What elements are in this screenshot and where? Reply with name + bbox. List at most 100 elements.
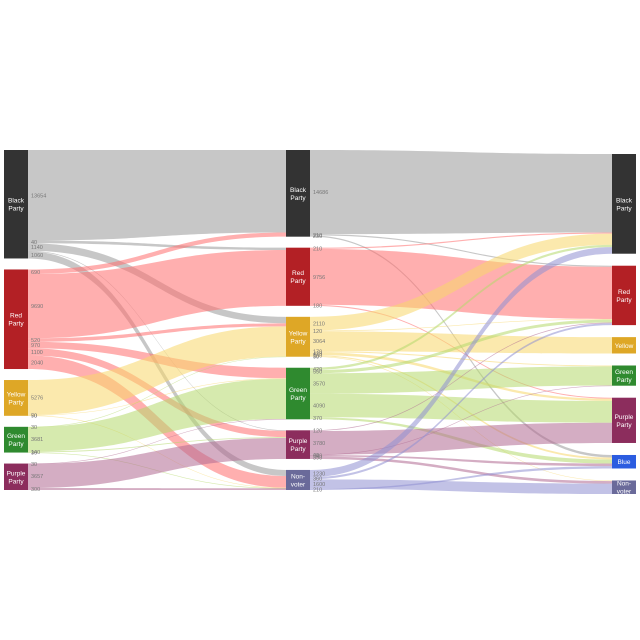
flow-B_green-to-C_purple <box>310 393 612 423</box>
node-label: Green <box>615 369 633 376</box>
node-rect[interactable] <box>4 269 28 370</box>
node-rect[interactable] <box>4 426 28 453</box>
node-label: Black <box>616 197 633 204</box>
node-label: Party <box>8 206 24 213</box>
node-rect[interactable] <box>286 150 310 237</box>
node-label: Party <box>290 395 306 402</box>
flow-A_purple-to-B_nonvoter <box>28 488 286 490</box>
flow-B_red-to-C_black <box>310 232 612 249</box>
flow-label: 520 <box>31 338 40 344</box>
flow-label: 550 <box>313 370 322 376</box>
flow-label: 3657 <box>31 474 43 480</box>
node-label: Party <box>616 297 632 304</box>
node-rect[interactable] <box>612 397 636 443</box>
node-C_blue[interactable]: Blue <box>612 454 636 469</box>
node-C_yellow[interactable]: Yellow <box>612 337 636 354</box>
node-B_nonvoter[interactable]: Non-voter <box>286 469 310 490</box>
node-label: Black <box>290 187 307 194</box>
flow-label: 4090 <box>313 403 325 409</box>
flow-label: 70 <box>31 414 37 420</box>
flow-labels-layer: 1365440114010606909690520970110020405276… <box>31 190 328 493</box>
flow-label: 420 <box>313 352 322 358</box>
flow-A_red-to-B_black <box>28 232 286 275</box>
node-label: Purple <box>7 470 26 477</box>
flow-label: 120 <box>313 329 322 335</box>
node-rect[interactable] <box>4 380 28 416</box>
node-label: Yellow <box>615 343 634 350</box>
node-rect[interactable] <box>286 469 310 490</box>
flow-label: 40 <box>313 453 319 459</box>
node-rect[interactable] <box>4 150 28 259</box>
node-rect[interactable] <box>612 365 636 386</box>
node-rect[interactable] <box>612 265 636 326</box>
node-C_nonvoter[interactable]: Non-voter <box>612 480 636 496</box>
flow-B_purple-to-C_nonvoter <box>310 456 612 484</box>
flow-label: 1140 <box>31 245 43 251</box>
flow-label: 14686 <box>313 190 328 196</box>
node-label: Red <box>292 270 304 277</box>
node-rect[interactable] <box>612 454 636 469</box>
flow-B_black-to-C_red <box>310 234 612 267</box>
node-label: Blue <box>617 459 630 466</box>
node-rect[interactable] <box>286 316 310 357</box>
node-label: Yellow <box>7 391 26 398</box>
node-label: Party <box>290 195 306 202</box>
node-label: Party <box>616 377 632 384</box>
flow-label: 30 <box>31 451 37 457</box>
flow-label: 3570 <box>313 382 325 388</box>
node-rect[interactable] <box>612 480 636 494</box>
node-label: Party <box>616 422 632 429</box>
flow-B_nonvoter-to-C_blue <box>310 466 612 490</box>
node-rect[interactable] <box>286 430 310 459</box>
node-label: Party <box>616 205 632 212</box>
flow-B_nonvoter-to-C_black <box>310 247 612 478</box>
flow-B_green-to-C_green <box>310 366 612 394</box>
flow-label: 3064 <box>313 339 325 345</box>
node-label: Party <box>8 478 24 485</box>
node-rect[interactable] <box>286 247 310 306</box>
node-label: Party <box>290 338 306 345</box>
node-rect[interactable] <box>4 463 28 490</box>
flow-label: 360 <box>313 476 322 482</box>
flow-label: 420 <box>313 367 322 373</box>
flow-label: 3780 <box>313 441 325 447</box>
flow-label: 5276 <box>31 396 43 402</box>
node-label: Party <box>8 441 24 448</box>
flow-A_black-to-B_black <box>28 150 286 241</box>
flow-label: 50 <box>31 413 37 419</box>
flow-A_yellow-to-B_yellow <box>28 326 286 416</box>
flow-A_green-to-B_purple <box>28 437 286 453</box>
flow-label: 2110 <box>313 322 325 328</box>
node-rect[interactable] <box>612 154 636 254</box>
flow-A_black-to-B_red <box>28 240 286 250</box>
flow-label: 300 <box>31 487 40 493</box>
flow-label: 210 <box>313 246 322 252</box>
flow-A_red-to-B_red <box>28 249 286 339</box>
flow-label: 170 <box>313 350 322 356</box>
node-label: Purple <box>289 438 308 445</box>
node-label: Non- <box>617 481 631 488</box>
flow-B_purple-to-C_purple <box>310 422 612 455</box>
node-label: Party <box>8 399 24 406</box>
node-rect[interactable] <box>286 367 310 420</box>
flow-B_purple-to-C_blue <box>310 454 612 467</box>
flow-A_green-to-B_green <box>28 378 286 452</box>
flow-B_yellow-to-C_yellow <box>310 331 612 354</box>
node-rect[interactable] <box>612 337 636 354</box>
